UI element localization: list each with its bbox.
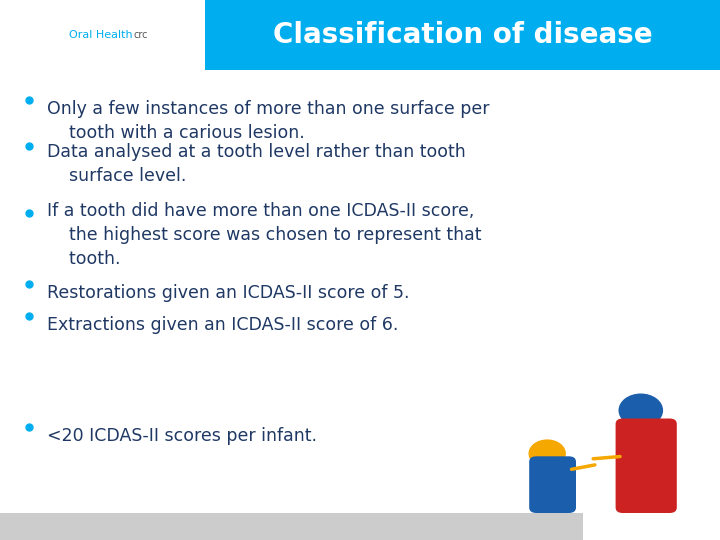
Text: Extractions given an ICDAS-II score of 6.: Extractions given an ICDAS-II score of 6… [47, 316, 398, 334]
Text: Oral Health: Oral Health [69, 30, 132, 40]
FancyBboxPatch shape [205, 0, 720, 70]
Text: Restorations given an ICDAS-II score of 5.: Restorations given an ICDAS-II score of … [47, 284, 409, 301]
Text: <20 ICDAS-II scores per infant.: <20 ICDAS-II scores per infant. [47, 427, 317, 444]
Circle shape [529, 440, 565, 467]
Text: Classification of disease: Classification of disease [273, 21, 652, 49]
FancyBboxPatch shape [0, 513, 583, 540]
Circle shape [619, 394, 662, 427]
FancyBboxPatch shape [616, 418, 677, 513]
FancyBboxPatch shape [529, 456, 576, 513]
Text: Data analysed at a tooth level rather than tooth
    surface level.: Data analysed at a tooth level rather th… [47, 143, 466, 185]
Text: crc: crc [133, 30, 148, 40]
Text: If a tooth did have more than one ICDAS-II score,
    the highest score was chos: If a tooth did have more than one ICDAS-… [47, 202, 481, 268]
Text: Only a few instances of more than one surface per
    tooth with a carious lesio: Only a few instances of more than one su… [47, 100, 490, 141]
